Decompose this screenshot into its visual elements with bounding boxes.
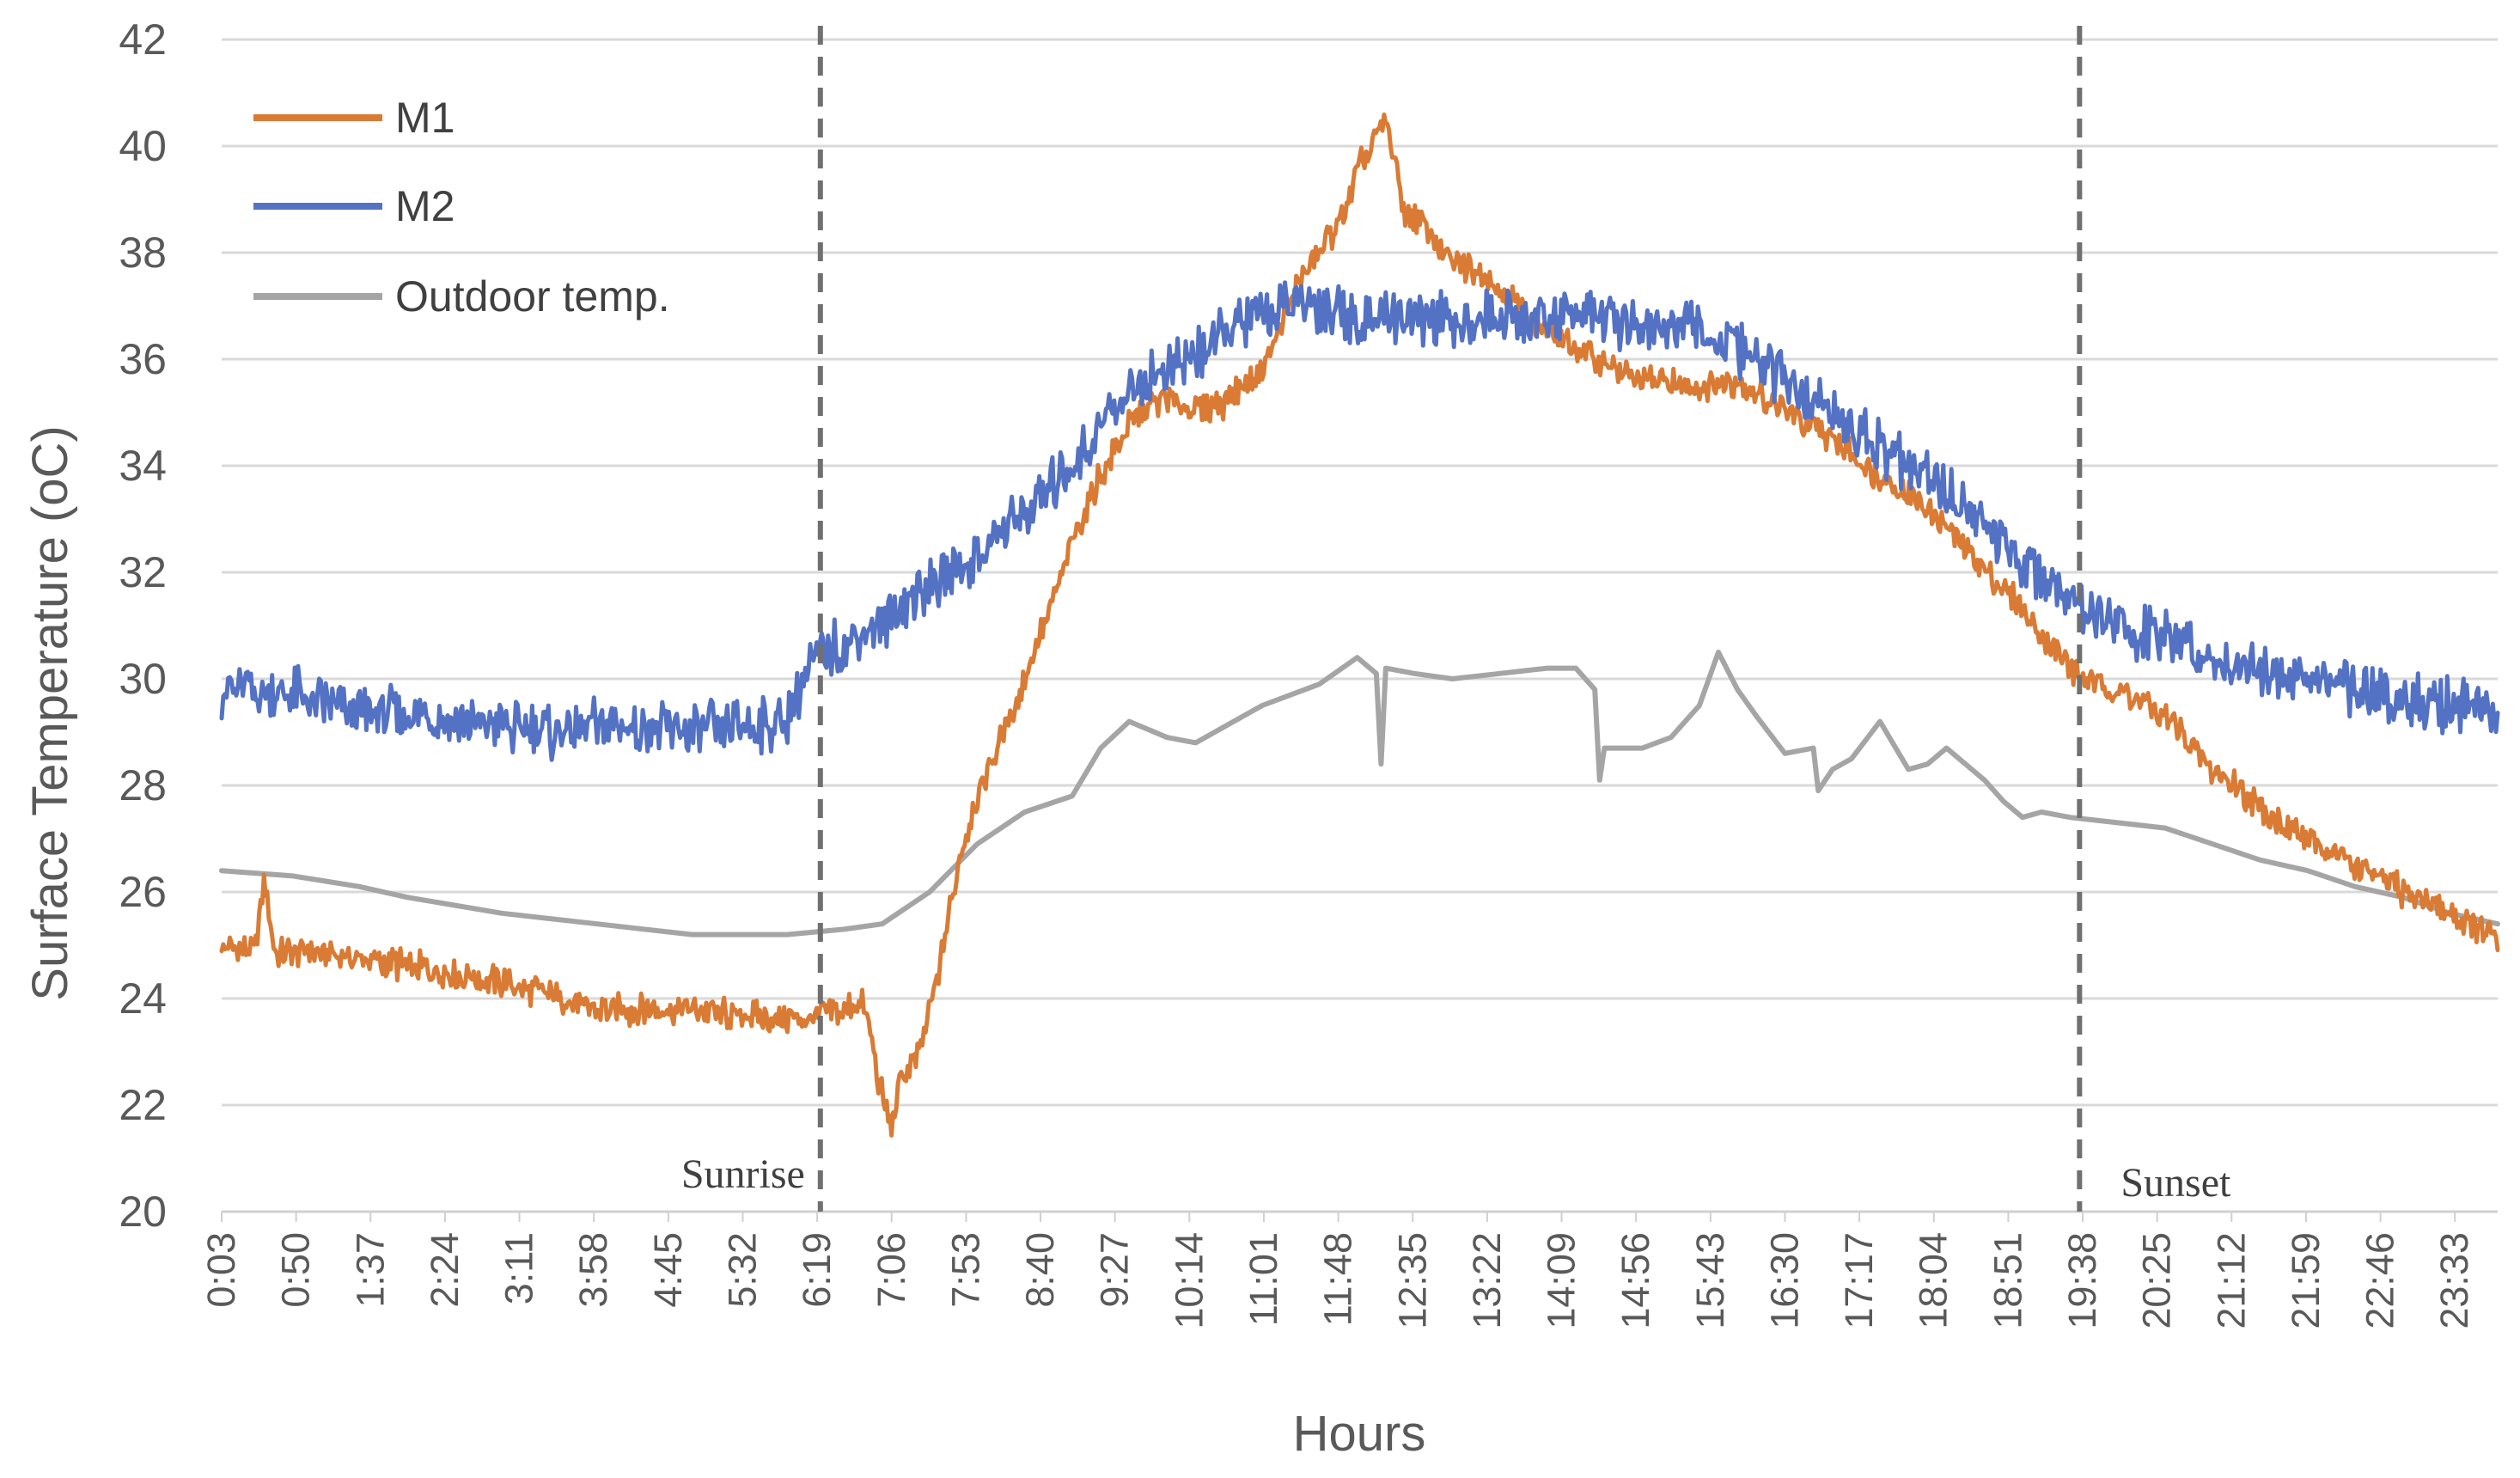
y-tick-label: 34	[119, 442, 167, 490]
x-tick-label: 6:19	[795, 1232, 839, 1308]
y-tick-label: 30	[119, 655, 167, 703]
x-tick-label: 20:25	[2135, 1232, 2179, 1329]
x-tick-label: 15:43	[1688, 1232, 1732, 1329]
y-tick-label: 38	[119, 229, 167, 277]
x-axis-ticks: 0:03 0:50 1:37 2:24 3:11 3:58 4:45 5:32 6:19 7:06…	[199, 1212, 2476, 1329]
annotation-label-sunrise: Sunrise	[681, 1151, 805, 1197]
x-tick-label: 12:35	[1390, 1232, 1434, 1329]
x-tick-label: 21:59	[2284, 1232, 2328, 1329]
x-tick-label: 19:38	[2060, 1232, 2104, 1329]
x-tick-label: 0:50	[274, 1232, 318, 1308]
y-tick-label: 32	[119, 548, 167, 596]
gridlines	[222, 38, 2498, 1107]
x-tick-label: 14:56	[1614, 1232, 1657, 1329]
x-tick-label: 13:22	[1465, 1232, 1509, 1329]
x-tick-label: 4:45	[646, 1232, 690, 1308]
x-tick-label: 18:04	[1912, 1232, 1956, 1329]
series-lines	[219, 112, 2500, 1138]
y-tick-label: 36	[119, 335, 167, 383]
x-tick-label: 0:03	[199, 1232, 243, 1308]
x-tick-label: 3:11	[497, 1232, 541, 1304]
x-tick-label: 9:27	[1093, 1232, 1137, 1308]
annotations: Sunrise Sunset	[681, 26, 2231, 1212]
x-tick-label: 11:48	[1316, 1232, 1360, 1326]
y-tick-label: 24	[119, 974, 167, 1023]
x-tick-label: 8:40	[1018, 1232, 1062, 1308]
x-tick-label: 18:51	[1986, 1232, 2029, 1329]
y-tick-label: 22	[119, 1081, 167, 1129]
x-tick-label: 1:37	[348, 1232, 392, 1308]
y-tick-label: 40	[119, 122, 167, 170]
x-tick-label: 3:58	[571, 1232, 615, 1308]
x-tick-label: 5:32	[720, 1232, 764, 1308]
y-tick-label: 26	[119, 868, 167, 916]
x-tick-label: 17:17	[1837, 1232, 1881, 1329]
series-line-m2	[219, 280, 2500, 762]
legend-label-3: Outdoor temp.	[395, 272, 670, 321]
legend-label-1: M1	[395, 94, 455, 142]
x-tick-label: 21:12	[2209, 1232, 2253, 1329]
annotation-label-sunset: Sunset	[2120, 1160, 2231, 1206]
x-tick-label: 2:24	[423, 1232, 467, 1308]
y-tick-label: 42	[119, 15, 167, 64]
series-line-m1	[219, 112, 2500, 1138]
x-tick-label: 16:30	[1762, 1232, 1806, 1329]
x-tick-label: 23:33	[2432, 1232, 2476, 1329]
y-tick-label: 28	[119, 761, 167, 809]
x-axis-title: Hours	[1293, 1406, 1426, 1462]
y-axis-ticks: 20 22 24 26 28 30 32 34 36 38 40 42	[119, 15, 167, 1236]
x-tick-label: 7:53	[943, 1232, 987, 1308]
x-tick-label: 7:06	[869, 1232, 913, 1308]
x-tick-label: 11:01	[1242, 1232, 1285, 1326]
x-tick-label: 22:46	[2358, 1232, 2402, 1329]
y-tick-label: 20	[119, 1188, 167, 1236]
legend-label-2: M2	[395, 182, 455, 230]
legend: M1 M2 Outdoor temp.	[253, 94, 670, 321]
x-tick-label: 14:09	[1540, 1232, 1583, 1329]
series-line-outdoor-temp	[219, 650, 2500, 937]
x-tick-label: 10:14	[1167, 1232, 1211, 1329]
y-axis-title: Surface Temperature (oC)	[22, 425, 78, 1000]
